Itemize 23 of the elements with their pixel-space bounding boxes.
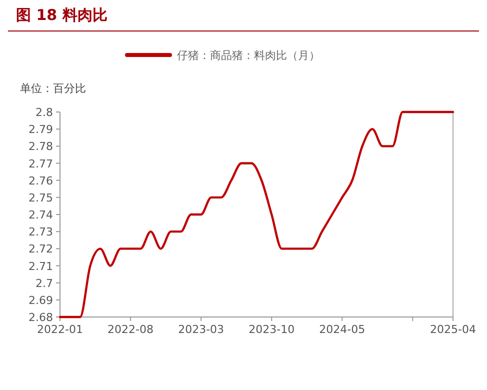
y-tick-label: 2.78: [28, 140, 53, 154]
x-tick-label: 2023-10: [248, 323, 295, 336]
x-tick-label: 2023-03: [178, 323, 224, 336]
y-tick-label: 2.74: [28, 208, 53, 222]
chart-title: 图 18 料肉比: [16, 6, 108, 24]
line-series: [58, 110, 454, 318]
legend-label: 仔猪：商品猪：料肉比（月）: [177, 49, 320, 62]
y-tick-label: 2.72: [28, 242, 53, 256]
y-tick-label: 2.68: [28, 311, 53, 324]
x-tick-label: 2024-05: [319, 323, 366, 336]
y-tick-label: 2.69: [28, 294, 53, 307]
y-tick-label: 2.79: [28, 123, 53, 136]
x-tick-label: 2022-08: [108, 323, 154, 336]
x-tick-label: 2022-01: [37, 323, 83, 336]
x-tick-label: 2025-04: [430, 323, 476, 336]
y-tick-label: 2.8: [36, 106, 53, 119]
y-axis-title: 单位：百分比: [20, 82, 86, 95]
y-tick-label: 2.7: [36, 276, 53, 290]
y-tick-label: 2.75: [28, 191, 53, 204]
y-tick-label: 2.76: [28, 174, 53, 188]
y-tick-label: 2.73: [28, 226, 53, 239]
y-tick-label: 2.77: [28, 157, 53, 170]
y-tick-label: 2.71: [28, 260, 53, 273]
